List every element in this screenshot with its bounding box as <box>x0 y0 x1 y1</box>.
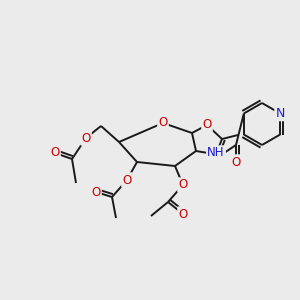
Text: O: O <box>231 155 241 169</box>
Text: O: O <box>81 131 91 145</box>
Text: O: O <box>178 178 188 191</box>
Text: O: O <box>122 173 132 187</box>
Text: O: O <box>92 185 100 199</box>
Text: O: O <box>158 116 168 130</box>
Text: O: O <box>178 208 188 220</box>
Text: N: N <box>275 107 285 120</box>
Text: O: O <box>202 118 211 131</box>
Text: O: O <box>50 146 60 160</box>
Text: NH: NH <box>207 146 225 160</box>
Text: O: O <box>210 151 220 164</box>
